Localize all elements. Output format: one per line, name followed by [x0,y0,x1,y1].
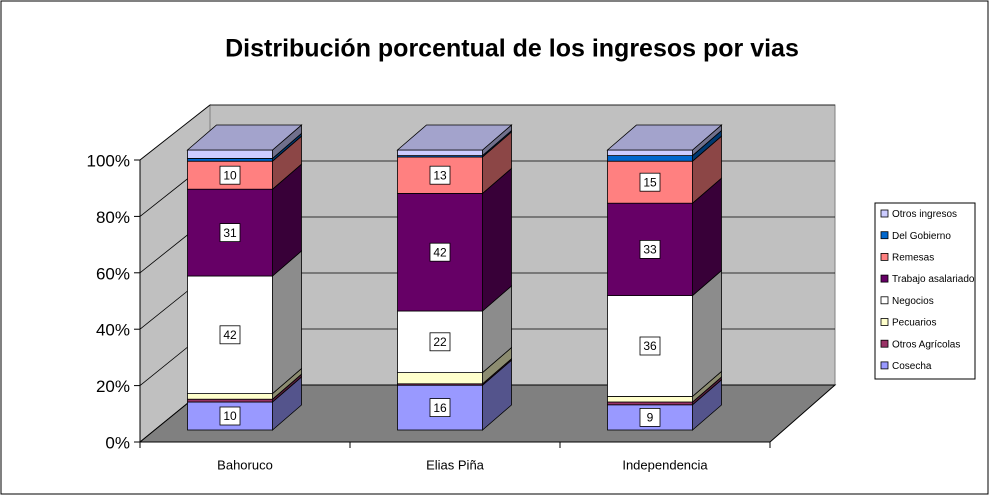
legend-box [874,202,976,380]
bar-segment [397,149,483,156]
data-label-box [219,325,241,345]
bar-segment [187,398,273,403]
data-label: 13 [433,168,447,182]
legend-label: Cosecha [892,361,932,372]
data-label: 10 [223,409,237,423]
data-label-box [429,165,451,185]
legend-label: Trabajo asalariado [892,274,975,285]
data-label: 36 [643,339,657,353]
bar-segment [397,372,483,385]
legend-swatch [880,231,889,240]
legend-label: Del Gobierno [892,231,951,242]
y-tick-label: 80% [96,208,130,227]
legend-swatch [880,318,889,326]
legend-label: Remesas [892,253,934,264]
data-label-box [429,398,451,418]
data-label-box [219,406,241,426]
bar-segment [607,149,693,156]
legend-swatch [880,361,889,370]
data-label: 9 [647,411,654,425]
legend-swatch [880,339,889,348]
y-tick-label: 60% [96,264,130,283]
legend-swatch [880,252,889,261]
bar-segment [187,149,273,159]
data-label-box [219,165,241,185]
x-tick-label: Elias Piña [426,457,485,472]
data-label: 15 [643,175,657,189]
bar-segment [607,395,693,403]
legend-swatch [880,296,889,305]
bar-segment [607,401,693,406]
data-label-box [639,336,661,356]
data-label-box [219,223,241,243]
data-label-box [639,239,661,259]
legend-swatch [880,209,889,218]
data-label: 31 [223,226,237,240]
data-label: 42 [223,328,237,342]
bar-top [606,124,723,151]
back-wall [209,104,836,386]
chart-title: Distribución porcentual de los ingresos … [225,35,799,63]
bar-segment [607,155,693,162]
bar-segment [187,393,273,400]
y-tick-label: 40% [96,321,130,340]
y-tick-label: 0% [105,433,130,452]
data-label-box [639,172,661,192]
data-label-box [429,242,451,262]
data-label: 33 [643,243,657,257]
x-tick-label: Bahoruco [217,457,273,472]
bar-segment [187,157,273,162]
bar-segment [607,160,693,204]
data-label: 22 [433,335,447,349]
data-label: 10 [223,168,237,182]
data-label-box [429,332,451,352]
y-tick-label: 100% [87,151,130,170]
legend-swatch [880,274,889,283]
x-tick-label: Independencia [622,457,708,472]
legend-label: Negocios [892,296,934,307]
y-tick-label: 20% [96,377,130,396]
bar-top [186,124,303,151]
legend-label: Otros Agrícolas [892,339,960,350]
bar-top [396,124,513,151]
grid-line-side [139,104,211,161]
data-label: 42 [433,245,447,259]
data-label-box [639,407,661,427]
legend-label: Pecuarios [892,318,936,329]
legend-label: Otros ingresos [892,209,957,220]
data-label: 16 [433,401,447,415]
